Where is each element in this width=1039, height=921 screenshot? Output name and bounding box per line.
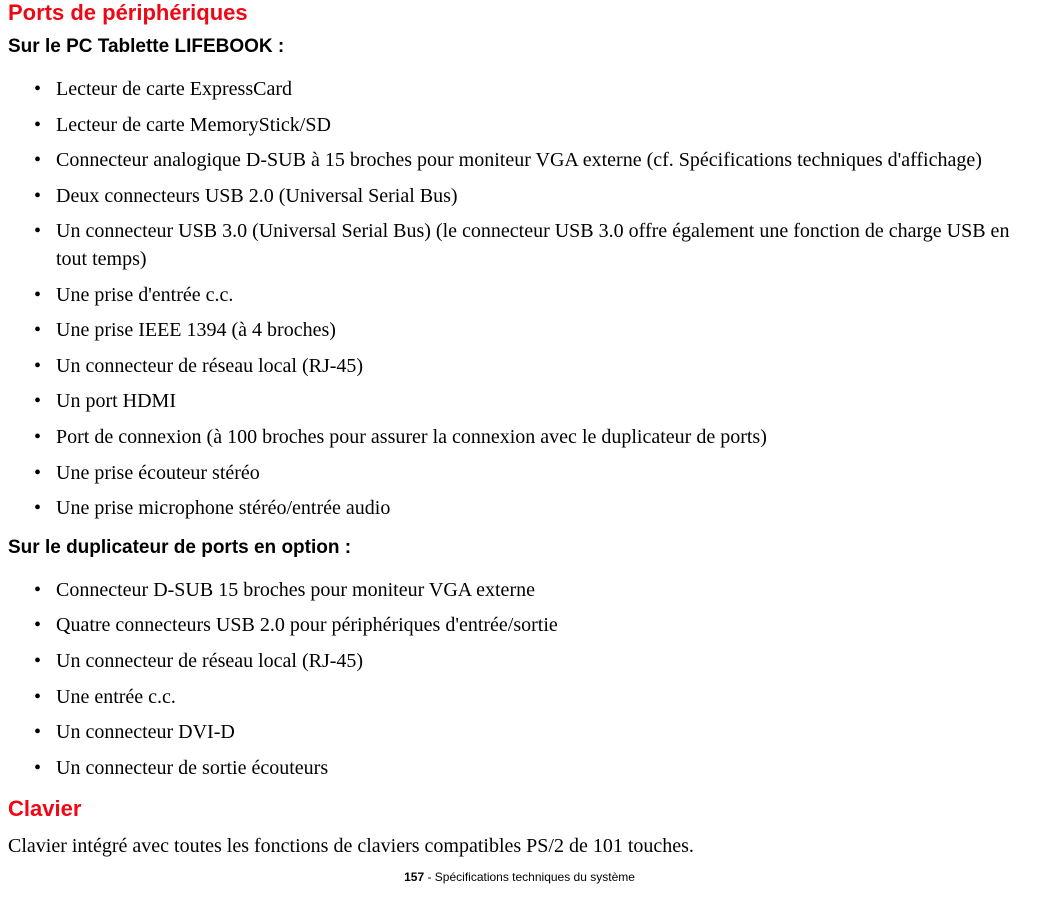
list-item: Une entrée c.c. [56, 684, 1031, 712]
list-item: Un connecteur de sortie écouteurs [56, 755, 1031, 783]
section-heading-keyboard: Clavier [8, 796, 1031, 822]
list-item: Un port HDMI [56, 388, 1031, 416]
list-item: Port de connexion (à 100 broches pour as… [56, 424, 1031, 452]
list-item: Connecteur D-SUB 15 broches pour moniteu… [56, 577, 1031, 605]
list-item: Quatre connecteurs USB 2.0 pour périphér… [56, 612, 1031, 640]
list-item: Une prise microphone stéréo/entrée audio [56, 495, 1031, 523]
list-item: Un connecteur USB 3.0 (Universal Serial … [56, 218, 1031, 273]
section-heading-ports: Ports de périphériques [8, 0, 1031, 26]
list-item: Un connecteur DVI-D [56, 719, 1031, 747]
page-content: Ports de périphériques Sur le PC Tablett… [0, 0, 1039, 894]
bullet-list-replicator: Connecteur D-SUB 15 broches pour moniteu… [8, 577, 1031, 783]
list-item: Une prise d'entrée c.c. [56, 282, 1031, 310]
subheading-replicator: Sur le duplicateur de ports en option : [8, 537, 1031, 559]
footer-sep: - [424, 870, 435, 884]
page-footer: 157 - Spécifications techniques du systè… [8, 870, 1031, 884]
list-item: Connecteur analogique D-SUB à 15 broches… [56, 147, 1031, 175]
list-item: Un connecteur de réseau local (RJ-45) [56, 353, 1031, 381]
page-number: 157 [404, 870, 424, 884]
list-item: Un connecteur de réseau local (RJ-45) [56, 648, 1031, 676]
list-item: Lecteur de carte ExpressCard [56, 76, 1031, 104]
keyboard-description: Clavier intégré avec toutes les fonction… [8, 832, 1031, 860]
list-item: Une prise IEEE 1394 (à 4 broches) [56, 317, 1031, 345]
bullet-list-tablet: Lecteur de carte ExpressCard Lecteur de … [8, 76, 1031, 523]
footer-title: Spécifications techniques du système [435, 870, 635, 884]
list-item: Deux connecteurs USB 2.0 (Universal Seri… [56, 183, 1031, 211]
list-item: Une prise écouteur stéréo [56, 460, 1031, 488]
subheading-tablet: Sur le PC Tablette LIFEBOOK : [8, 36, 1031, 58]
list-item: Lecteur de carte MemoryStick/SD [56, 112, 1031, 140]
